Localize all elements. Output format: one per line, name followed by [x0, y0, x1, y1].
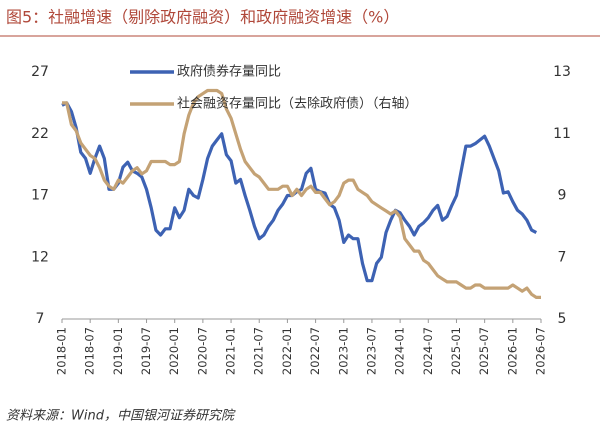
y2-tick-label: 13 [553, 64, 571, 80]
x-tick-label: 2019-01 [111, 327, 125, 375]
x-tick-label: 2020-07 [195, 327, 209, 375]
x-tick-label: 2025-07 [477, 327, 491, 375]
legend-label: 社会融资存量同比（去除政府债）（右轴） [177, 96, 418, 112]
x-tick-label: 2021-07 [252, 327, 266, 375]
y2-tick-label: 9 [558, 188, 567, 204]
x-tick-label: 2023-01 [336, 327, 350, 375]
series-line [62, 88, 541, 299]
x-tick-label: 2022-07 [308, 327, 322, 375]
x-tick-label: 2019-07 [139, 327, 153, 375]
x-tick-label: 2026-01 [505, 327, 519, 375]
y-tick-label: 17 [31, 188, 49, 204]
x-tick-label: 2023-07 [364, 327, 378, 375]
x-tick-label: 2026-07 [534, 327, 548, 375]
x-tick-label: 2020-01 [167, 327, 181, 375]
x-tick-label: 2018-01 [55, 327, 69, 375]
x-tick-label: 2018-07 [83, 327, 97, 375]
x-tick-label: 2025-01 [449, 327, 463, 375]
y2-tick-label: 7 [558, 249, 567, 265]
y-tick-label: 12 [31, 249, 49, 265]
y-tick-label: 7 [36, 311, 45, 327]
y2-tick-label: 11 [553, 126, 571, 142]
y2-tick-label: 5 [558, 311, 567, 327]
source: 资料来源：Wind，中国银河证券研究院 [6, 408, 236, 424]
x-tick-label: 2022-01 [280, 327, 294, 375]
x-tick-label: 2021-01 [224, 327, 238, 375]
x-tick-label: 2024-01 [393, 327, 407, 375]
legend-label: 政府债券存量同比 [177, 64, 281, 80]
chart-title: 图5：社融增速（剔除政府融资）和政府融资增速（%） [6, 8, 399, 27]
y-tick-label: 22 [31, 126, 49, 142]
x-tick-label: 2024-07 [421, 327, 435, 375]
y-tick-label: 27 [31, 64, 49, 80]
